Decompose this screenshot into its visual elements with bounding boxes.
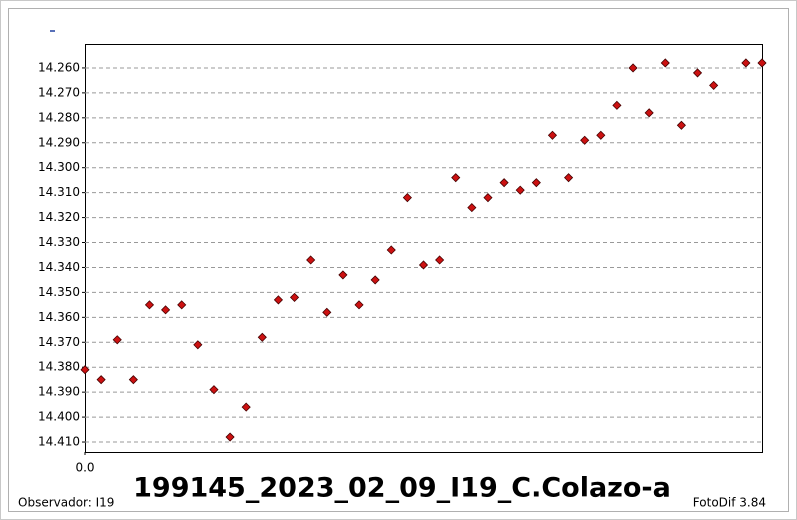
y-tick-label: 14.410 [38,435,80,449]
software-label: FotoDif 3.84 [693,496,766,510]
y-tick-label: 14.300 [38,160,80,174]
data-point [338,270,348,280]
data-point [547,130,558,140]
data-point [322,307,332,317]
data-point [435,255,445,265]
y-tick-label: 14.260 [38,60,80,74]
data-point [177,300,187,310]
data-point [709,80,719,90]
data-point [531,178,541,188]
data-point [161,305,171,315]
data-point [96,375,106,385]
data-point [112,335,122,345]
chart-title: 199145_2023_02_09_I19_C.Colazo-a [133,473,671,504]
data-point [451,173,461,183]
data-point [564,173,574,183]
x-tick-label: 0.0 [75,461,94,475]
data-point [80,365,90,375]
data-point [515,185,525,195]
data-point [289,292,300,302]
data-point [193,340,203,350]
data-point [628,63,638,73]
data-point [241,402,251,412]
data-point [612,100,622,110]
data-point [306,255,316,265]
data-point [386,245,396,255]
y-tick-label: 14.290 [38,135,80,149]
data-point [402,193,412,203]
y-tick-label: 14.310 [38,185,80,199]
data-point [499,178,509,188]
y-tick-label: 14.380 [38,360,80,374]
data-point [144,300,155,310]
data-point [483,193,493,203]
y-tick-label: 14.360 [38,310,80,324]
observer-label: Observador: I19 [18,496,114,510]
data-point [676,120,686,130]
data-point [273,295,283,305]
y-tick-label: 14.370 [38,335,80,349]
y-tick-label: 14.340 [38,260,80,274]
data-point [354,300,364,310]
data-point [580,135,590,145]
y-tick-label: 14.330 [38,235,80,249]
data-point [418,260,429,270]
data-point [467,203,477,213]
data-point [370,275,380,285]
y-tick-label: 14.320 [38,210,80,224]
data-point [644,108,654,118]
data-point [209,385,219,395]
y-tick-label: 14.390 [38,385,80,399]
y-tick-label: 14.280 [38,110,80,124]
data-point [660,58,670,68]
data-point [757,58,767,68]
y-tick-label: 14.400 [38,410,80,424]
data-point [225,432,235,442]
data-point [741,58,751,68]
plot-area [85,44,763,453]
data-point [596,130,606,140]
y-tick-label: 14.270 [38,85,80,99]
data-point [257,332,267,342]
data-point [692,68,703,78]
data-point [128,375,138,385]
y-tick-label: 14.350 [38,285,80,299]
